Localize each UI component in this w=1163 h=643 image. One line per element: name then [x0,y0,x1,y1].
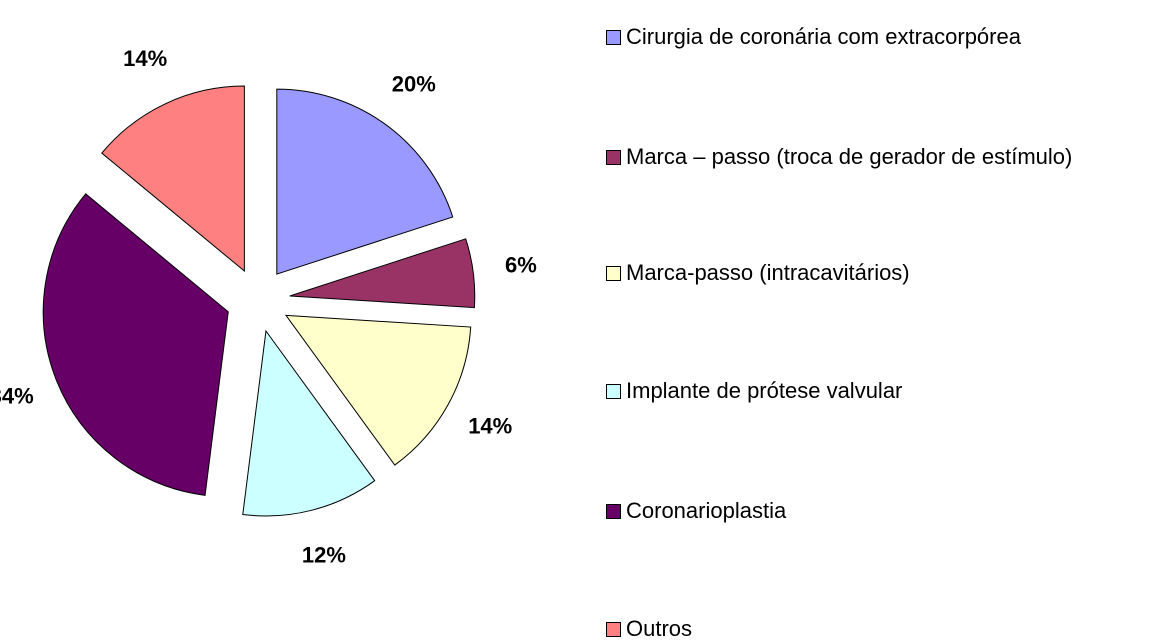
legend-entry: Marca – passo (troca de gerador de estím… [606,140,1151,174]
pie-slice [276,88,454,275]
pie-slice [42,193,229,496]
pie-slice [101,85,245,273]
legend-label: Outros [626,616,693,641]
legend-swatch [606,622,621,637]
legend-entry: Cirurgia de coronária com extracorpórea [606,20,1151,54]
legend-label: Implante de prótese valvular [626,378,903,403]
data-label: 20% [392,71,436,96]
legend-entry: Coronarioplastia [606,494,1151,528]
legend-label: Marca-passo (intracavitários) [626,260,910,285]
legend-label: Coronarioplastia [626,498,787,523]
legend-swatch [606,30,621,45]
legend-swatch [606,504,621,519]
legend-entry: Implante de prótese valvular [606,374,1151,408]
legend-label: Marca – passo (troca de gerador de estím… [626,144,1073,169]
legend-swatch [606,266,621,281]
data-label: 6% [505,253,537,278]
data-label: 14% [468,413,512,438]
data-label: 34% [0,383,34,408]
legend-swatch [606,150,621,165]
data-label: 14% [123,46,167,71]
pie-slice [289,238,476,309]
data-label: 12% [302,542,346,567]
legend-entry: Outros [606,612,1151,643]
pie-slice [285,314,472,466]
pie-slice [242,329,376,517]
pie-area: 20% 6% 14% 12% 34% 14% [0,46,537,567]
legend-swatch [606,384,621,399]
legend-entry: Marca-passo (intracavitários) [606,256,1151,290]
legend-label: Cirurgia de coronária com extracorpórea [626,24,1021,49]
